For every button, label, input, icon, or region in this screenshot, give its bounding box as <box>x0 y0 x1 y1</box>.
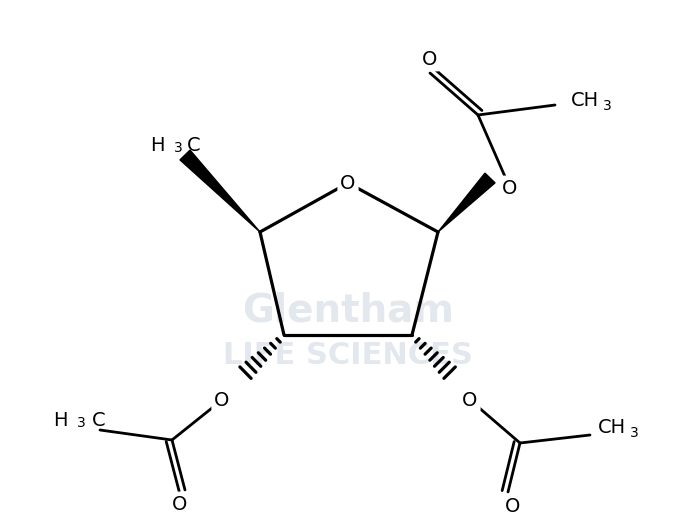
Text: 3: 3 <box>603 99 612 113</box>
Text: O: O <box>505 497 521 515</box>
Text: 3: 3 <box>173 141 182 155</box>
Text: O: O <box>462 391 477 410</box>
Text: O: O <box>340 174 356 192</box>
Text: C: C <box>187 136 200 154</box>
Text: O: O <box>503 178 518 198</box>
Text: H: H <box>150 136 165 154</box>
Text: O: O <box>422 49 438 69</box>
Text: O: O <box>214 391 230 410</box>
Text: 3: 3 <box>630 426 639 440</box>
Text: C: C <box>92 410 106 430</box>
Polygon shape <box>180 150 260 232</box>
Text: CH: CH <box>598 418 626 436</box>
Text: 3: 3 <box>77 416 86 430</box>
Text: H: H <box>54 410 68 430</box>
Text: O: O <box>173 495 188 514</box>
Text: LIFE SCIENCES: LIFE SCIENCES <box>223 341 473 370</box>
Text: Glentham: Glentham <box>242 291 454 329</box>
Text: CH: CH <box>571 90 599 110</box>
Polygon shape <box>438 173 495 232</box>
